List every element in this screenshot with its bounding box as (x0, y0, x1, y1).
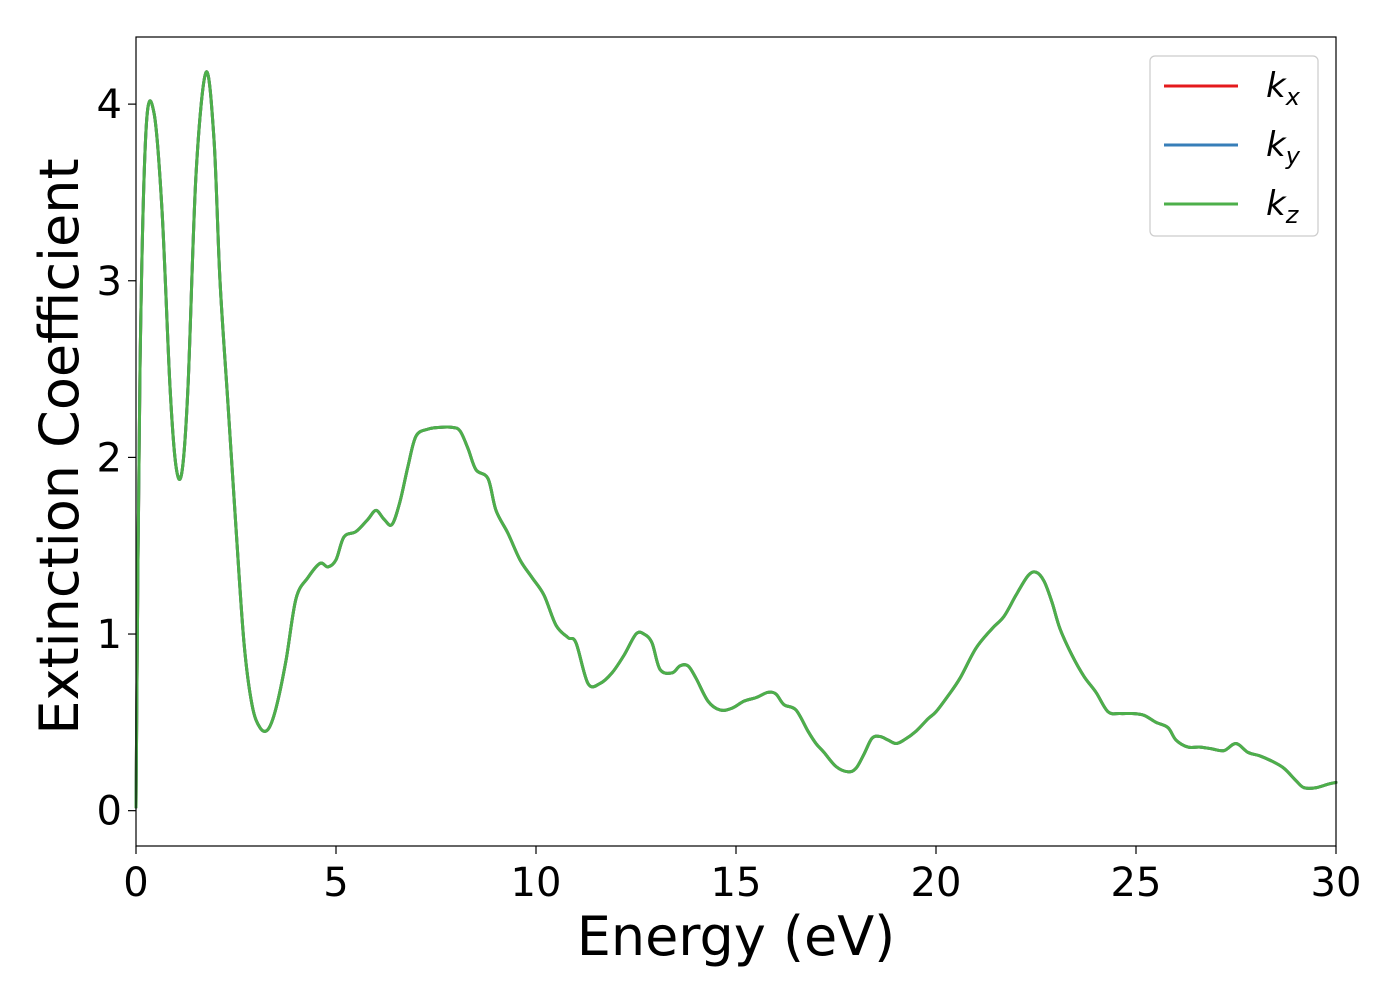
series-line-z (134, 70, 1338, 809)
y-tick-label: 3 (97, 259, 122, 305)
y-tick-label: 1 (97, 612, 122, 658)
x-tick-label: 20 (911, 860, 962, 906)
x-axis-ticks: 0 5 10 15 20 25 30 (123, 846, 1361, 906)
x-tick-label: 0 (123, 860, 148, 906)
y-axis-label: Extinction Coefficient (28, 158, 91, 734)
y-tick-label: 0 (97, 789, 122, 835)
x-tick-label: 5 (323, 860, 348, 906)
x-tick-label: 15 (711, 860, 762, 906)
legend: kx ky kz (1149, 55, 1319, 237)
x-tick-label: 30 (1311, 860, 1362, 906)
series-lines (134, 70, 1338, 809)
y-axis-ticks: 0 1 2 3 4 (97, 82, 136, 835)
x-axis-label: Energy (eV) (577, 905, 896, 968)
x-tick-label: 25 (1111, 860, 1162, 906)
legend-label-y: ky (1266, 125, 1301, 170)
legend-label-z: kz (1266, 184, 1300, 229)
y-tick-label: 2 (97, 435, 122, 481)
legend-label-x: kx (1266, 66, 1301, 111)
y-tick-label: 4 (97, 82, 122, 128)
x-tick-label: 10 (511, 860, 562, 906)
